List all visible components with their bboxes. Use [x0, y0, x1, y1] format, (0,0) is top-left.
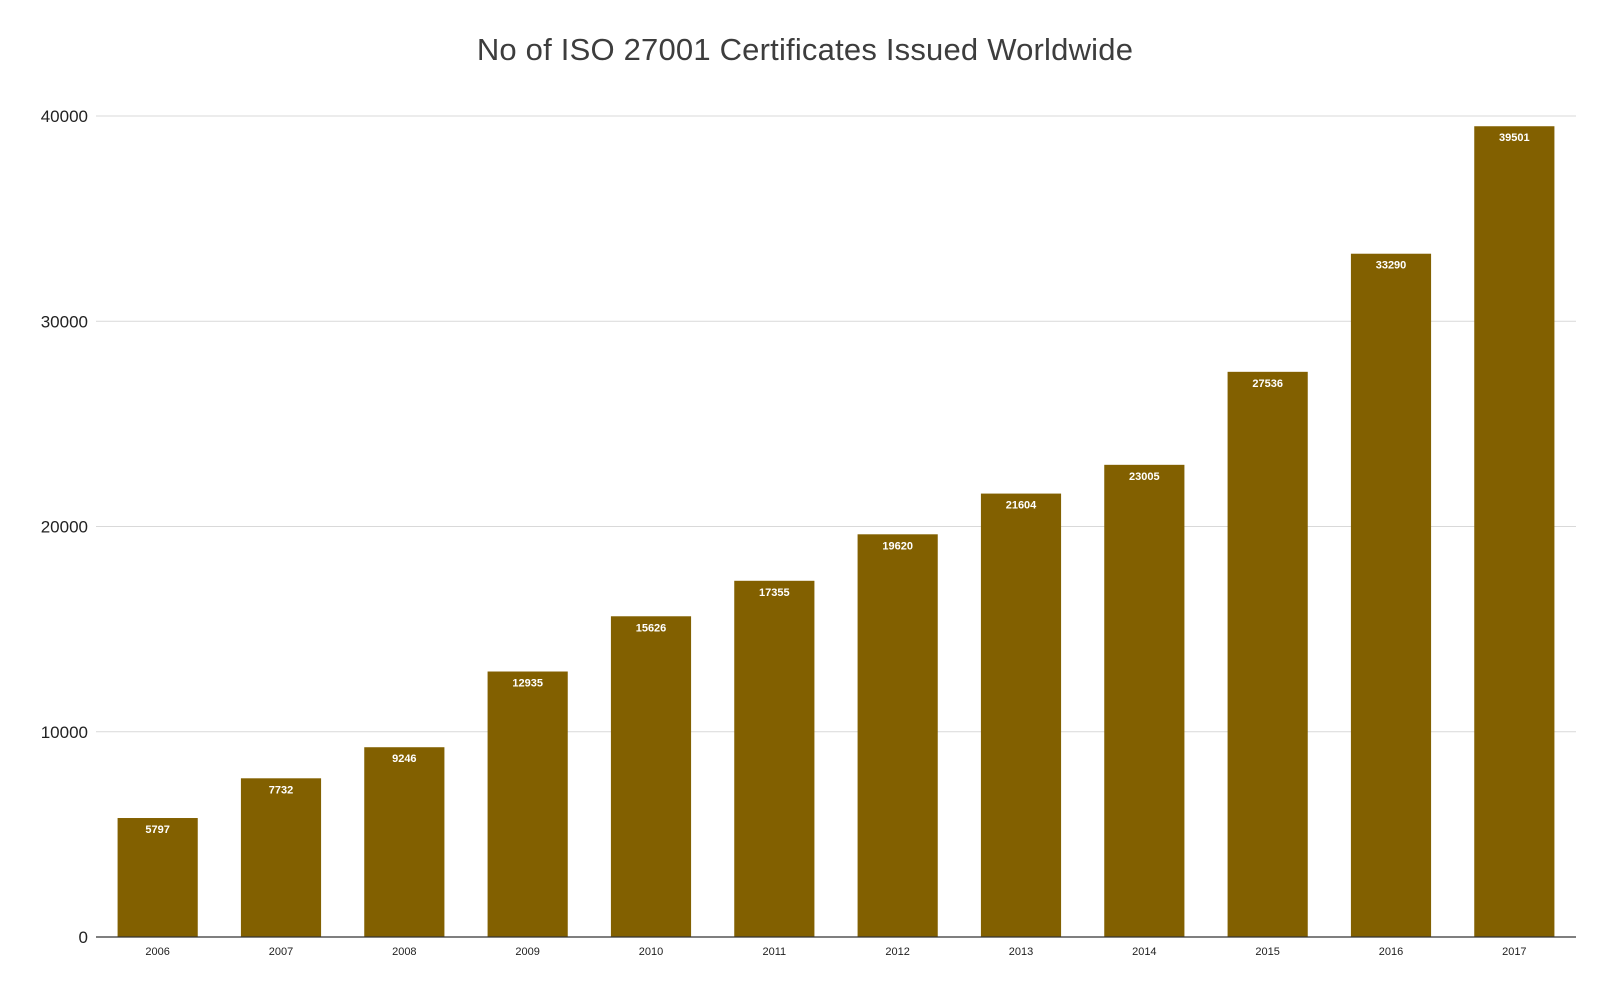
data-label: 17355	[759, 587, 790, 599]
y-tick-label: 0	[79, 928, 88, 947]
x-tick-label: 2006	[145, 946, 169, 958]
x-tick-label: 2012	[885, 946, 909, 958]
bar-2012	[857, 534, 938, 937]
bar-2008	[364, 747, 445, 937]
bar-2013	[980, 493, 1062, 937]
data-label: 23005	[1129, 471, 1160, 483]
x-tick-label: 2015	[1255, 946, 1279, 958]
data-label: 9246	[392, 753, 416, 765]
chart-title: No of ISO 27001 Certificates Issued Worl…	[476, 32, 1134, 67]
data-label: 12935	[512, 678, 543, 690]
data-label: 33290	[1376, 260, 1407, 272]
x-tick-label: 2016	[1379, 946, 1403, 958]
bar-2016	[1350, 253, 1432, 937]
data-label: 7732	[269, 784, 293, 796]
data-label: 15626	[636, 622, 667, 634]
bar-2006	[117, 818, 198, 937]
y-tick-label: 10000	[41, 723, 88, 742]
x-tick-label: 2009	[515, 946, 539, 958]
y-tick-label: 40000	[41, 107, 88, 126]
y-tick-label: 30000	[41, 312, 88, 331]
x-tick-label: 2013	[1009, 946, 1033, 958]
x-tick-label: 2014	[1132, 946, 1156, 958]
x-tick-label: 2017	[1502, 946, 1526, 958]
data-label: 39501	[1499, 132, 1530, 144]
bar-2010	[610, 616, 692, 937]
data-label: 19620	[882, 540, 913, 552]
x-tick-label: 2011	[763, 946, 787, 958]
data-label: 5797	[145, 824, 169, 836]
bar-2011	[734, 580, 815, 937]
data-label: 27536	[1252, 378, 1283, 390]
data-label: 21604	[1006, 500, 1037, 512]
x-tick-label: 2007	[269, 946, 293, 958]
bar-2009	[487, 671, 568, 937]
bar-2014	[1104, 464, 1185, 937]
x-tick-label: 2010	[639, 946, 663, 958]
bar-2007	[240, 778, 322, 937]
y-tick-label: 20000	[41, 518, 88, 537]
bar-2015	[1227, 371, 1308, 937]
x-tick-label: 2008	[392, 946, 416, 958]
bar-2017	[1474, 126, 1555, 938]
